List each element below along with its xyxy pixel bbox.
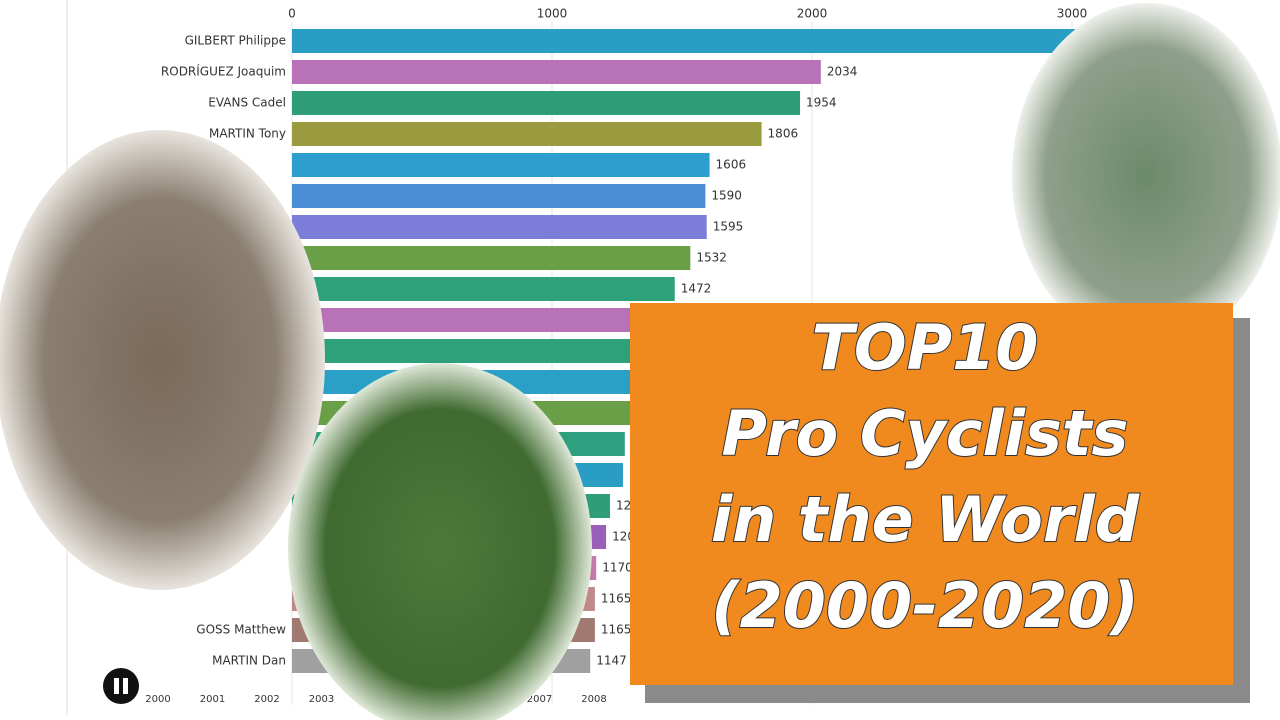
timeline-label: 2007 [527,694,552,705]
photo-right [1012,3,1280,347]
bar [292,60,821,84]
bar [292,91,801,115]
title-line: Pro Cyclists [722,397,1129,470]
value-label: 1147 [596,654,627,668]
timeline-label: 2001 [200,694,225,705]
title-line: in the World [711,483,1140,556]
timeline-label: 2008 [581,694,606,705]
x-tick-label: 0 [288,7,296,21]
pause-button[interactable] [103,668,139,704]
value-label: 1954 [806,96,837,110]
value-label: 1472 [681,282,712,296]
title-line: TOP10 [812,311,1039,384]
category-label: GILBERT Philippe [185,34,286,48]
title: TOP10 Pro Cyclists in the World (2000-2020) [710,310,1141,643]
category-label: RODRÍGUEZ Joaquim [161,64,286,79]
x-tick-label: 2000 [797,7,828,21]
timeline-label: 2003 [309,694,334,705]
timeline-label: 2000 [145,694,170,705]
title-line: (2000-2020) [711,569,1139,642]
bar [292,215,707,239]
x-tick-label: 1000 [537,7,568,21]
bar [292,277,675,301]
bar [292,153,710,177]
value-label: 2034 [827,65,858,79]
bar [292,308,662,332]
bar [292,339,656,363]
value-label: 1590 [711,189,742,203]
title-box [630,303,1233,685]
category-label: MARTIN Tony [209,127,286,141]
category-label: MARTIN Dan [212,654,286,668]
pause-icon [123,678,128,694]
value-label: 1806 [768,127,799,141]
photo-center [288,363,592,720]
photos [0,3,1280,720]
value-label: 1595 [713,220,744,234]
photo-left [0,130,325,590]
bar [292,246,691,270]
category-label: EVANS Cadel [208,96,286,110]
value-label: 1606 [716,158,747,172]
timeline-label: 2002 [254,694,279,705]
bar [292,122,762,146]
pause-icon [114,678,119,694]
x-tick-label: 3000 [1057,7,1088,21]
category-label: GOSS Matthew [196,623,286,637]
bar [292,184,706,208]
value-label: 1532 [696,251,727,265]
value-label: 1170 [602,561,633,575]
bar [292,29,1098,53]
value-label: 1165 [601,592,632,606]
value-label: 1165 [601,623,632,637]
